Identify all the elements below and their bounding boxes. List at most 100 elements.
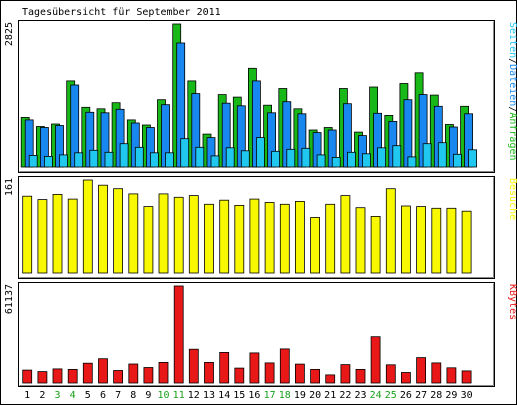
- bar-kbytes-day-28: [431, 362, 442, 384]
- bar-besuche-day-5: [82, 179, 93, 274]
- bar-seiten-day-4: [74, 152, 84, 168]
- bar-besuche-day-1: [22, 195, 33, 274]
- day-label-2: 2: [39, 390, 45, 401]
- bar-kbytes-day-8: [128, 363, 139, 384]
- bar-kbytes-day-4: [67, 368, 78, 384]
- series-label-kbytes: KBytes: [507, 284, 517, 320]
- bar-besuche-day-8: [128, 193, 139, 274]
- bar-seiten-day-18: [286, 148, 296, 168]
- bar-besuche-day-16: [249, 198, 260, 274]
- bar-kbytes-day-7: [113, 370, 123, 384]
- bar-kbytes-day-2: [37, 371, 48, 384]
- bar-besuche-day-29: [446, 207, 457, 274]
- bar-besuche-day-14: [219, 199, 230, 274]
- bar-besuche-day-3: [52, 193, 63, 274]
- day-label-10: 10: [157, 390, 169, 401]
- bar-seiten-day-21: [331, 156, 341, 168]
- ymax-label-hits: 2825: [4, 22, 15, 46]
- bar-besuche-day-13: [204, 203, 214, 274]
- bar-seiten-day-7: [119, 143, 129, 168]
- series-label-part: /: [507, 106, 517, 112]
- bar-besuche-day-15: [234, 204, 245, 274]
- bar-besuche-day-9: [143, 206, 154, 274]
- panel-frame-visits: [18, 176, 495, 279]
- day-label-20: 20: [309, 390, 321, 401]
- day-label-11: 11: [173, 390, 185, 401]
- day-label-14: 14: [218, 390, 230, 401]
- day-label-26: 26: [400, 390, 412, 401]
- bar-besuche-day-30: [461, 210, 472, 274]
- bar-besuche-day-28: [431, 207, 442, 274]
- day-label-9: 9: [145, 390, 151, 401]
- day-label-17: 17: [264, 390, 276, 401]
- bar-besuche-day-26: [400, 205, 411, 274]
- series-label-part: Seiten: [507, 22, 517, 58]
- bar-kbytes-day-23: [355, 368, 366, 384]
- bar-seiten-day-19: [301, 147, 311, 168]
- bar-besuche-day-17: [264, 202, 275, 274]
- bar-besuche-day-24: [370, 215, 381, 274]
- bar-seiten-day-14: [225, 147, 235, 168]
- bar-besuche-day-20: [310, 217, 321, 274]
- bar-besuche-day-4: [67, 198, 78, 274]
- series-label-part: Besuche: [507, 178, 517, 220]
- day-label-13: 13: [203, 390, 215, 401]
- bar-seiten-day-25: [392, 145, 402, 168]
- bar-kbytes-day-26: [400, 372, 411, 384]
- bar-besuche-day-12: [188, 195, 199, 274]
- bar-besuche-day-19: [294, 200, 305, 274]
- bar-kbytes-day-20: [310, 368, 321, 384]
- bar-kbytes-day-13: [204, 361, 214, 384]
- series-label-part: Dateien: [507, 64, 517, 106]
- bar-seiten-day-29: [452, 153, 462, 168]
- bar-besuche-day-25: [385, 188, 396, 274]
- series-label-part: KBytes: [507, 284, 517, 320]
- ymax-label-kbytes: 61137: [4, 284, 15, 314]
- bar-kbytes-day-12: [188, 348, 199, 384]
- bar-seiten-day-9: [149, 152, 159, 168]
- chart-title: Tagesübersicht für September 2011: [22, 7, 221, 18]
- day-label-8: 8: [130, 390, 136, 401]
- bar-kbytes-day-19: [294, 363, 305, 384]
- bar-kbytes-day-3: [52, 368, 63, 384]
- bar-seiten-day-20: [316, 154, 326, 168]
- bar-seiten-day-27: [422, 143, 432, 168]
- day-label-7: 7: [115, 390, 121, 401]
- bar-seiten-day-8: [134, 146, 144, 168]
- bar-kbytes-day-14: [219, 351, 230, 384]
- bar-besuche-day-7: [113, 188, 123, 274]
- bar-besuche-day-18: [279, 203, 290, 274]
- bar-kbytes-day-27: [416, 357, 427, 384]
- bar-kbytes-day-5: [82, 362, 93, 384]
- bar-seiten-day-28: [437, 142, 447, 168]
- day-label-28: 28: [430, 390, 442, 401]
- bar-kbytes-day-15: [234, 367, 245, 384]
- bar-kbytes-day-9: [143, 367, 154, 384]
- bar-seiten-day-12: [195, 146, 205, 168]
- bar-seiten-day-13: [210, 155, 220, 168]
- series-label-hits: Seiten/Dateien/Anfragen: [507, 22, 517, 161]
- day-label-23: 23: [354, 390, 366, 401]
- bar-seiten-day-2: [44, 155, 53, 168]
- day-label-6: 6: [100, 390, 106, 401]
- bar-besuche-day-6: [98, 184, 108, 274]
- day-label-29: 29: [445, 390, 457, 401]
- day-label-27: 27: [415, 390, 427, 401]
- bar-kbytes-day-29: [446, 367, 457, 384]
- series-label-visits: Besuche: [507, 178, 517, 220]
- bar-seiten-day-23: [362, 153, 371, 168]
- day-label-4: 4: [70, 390, 76, 401]
- day-label-19: 19: [294, 390, 306, 401]
- bar-seiten-day-5: [89, 149, 99, 168]
- bar-besuche-day-21: [325, 203, 336, 274]
- day-label-16: 16: [248, 390, 260, 401]
- ymax-label-visits: 161: [4, 178, 15, 196]
- bar-kbytes-day-10: [158, 361, 169, 384]
- bar-kbytes-day-24: [370, 336, 381, 384]
- bar-seiten-day-16: [255, 137, 265, 168]
- day-label-15: 15: [233, 390, 245, 401]
- day-label-24: 24: [370, 390, 382, 401]
- day-label-30: 30: [461, 390, 473, 401]
- bar-kbytes-day-16: [249, 352, 260, 384]
